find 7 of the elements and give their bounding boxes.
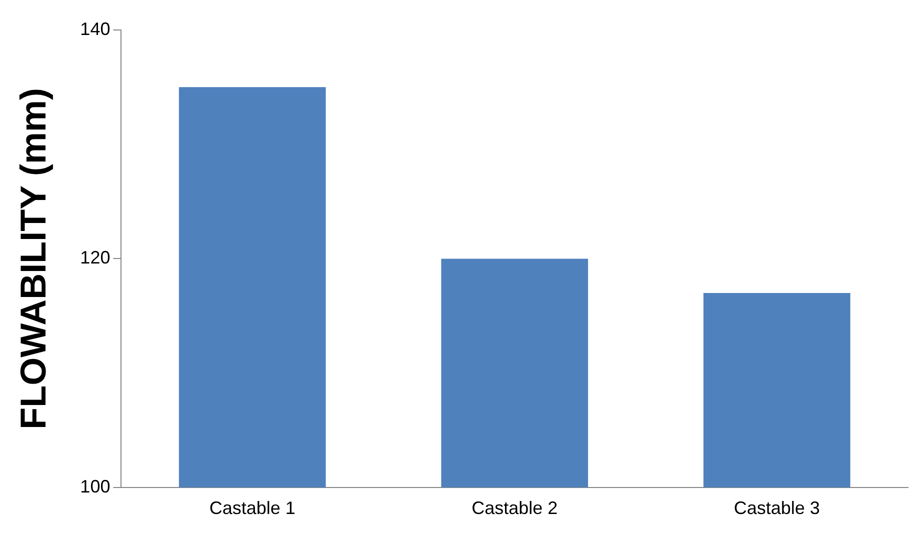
y-tick-label: 140	[80, 18, 110, 39]
x-tick-label: Castable 1	[209, 498, 296, 518]
y-tick-label: 120	[80, 248, 110, 268]
y-tick-label: 100	[80, 476, 110, 496]
x-tick-label: Castable 3	[734, 498, 820, 518]
x-tick-label: Castable 2	[472, 498, 558, 518]
y-axis-title: FLOWABILITY (mm)	[12, 88, 54, 430]
